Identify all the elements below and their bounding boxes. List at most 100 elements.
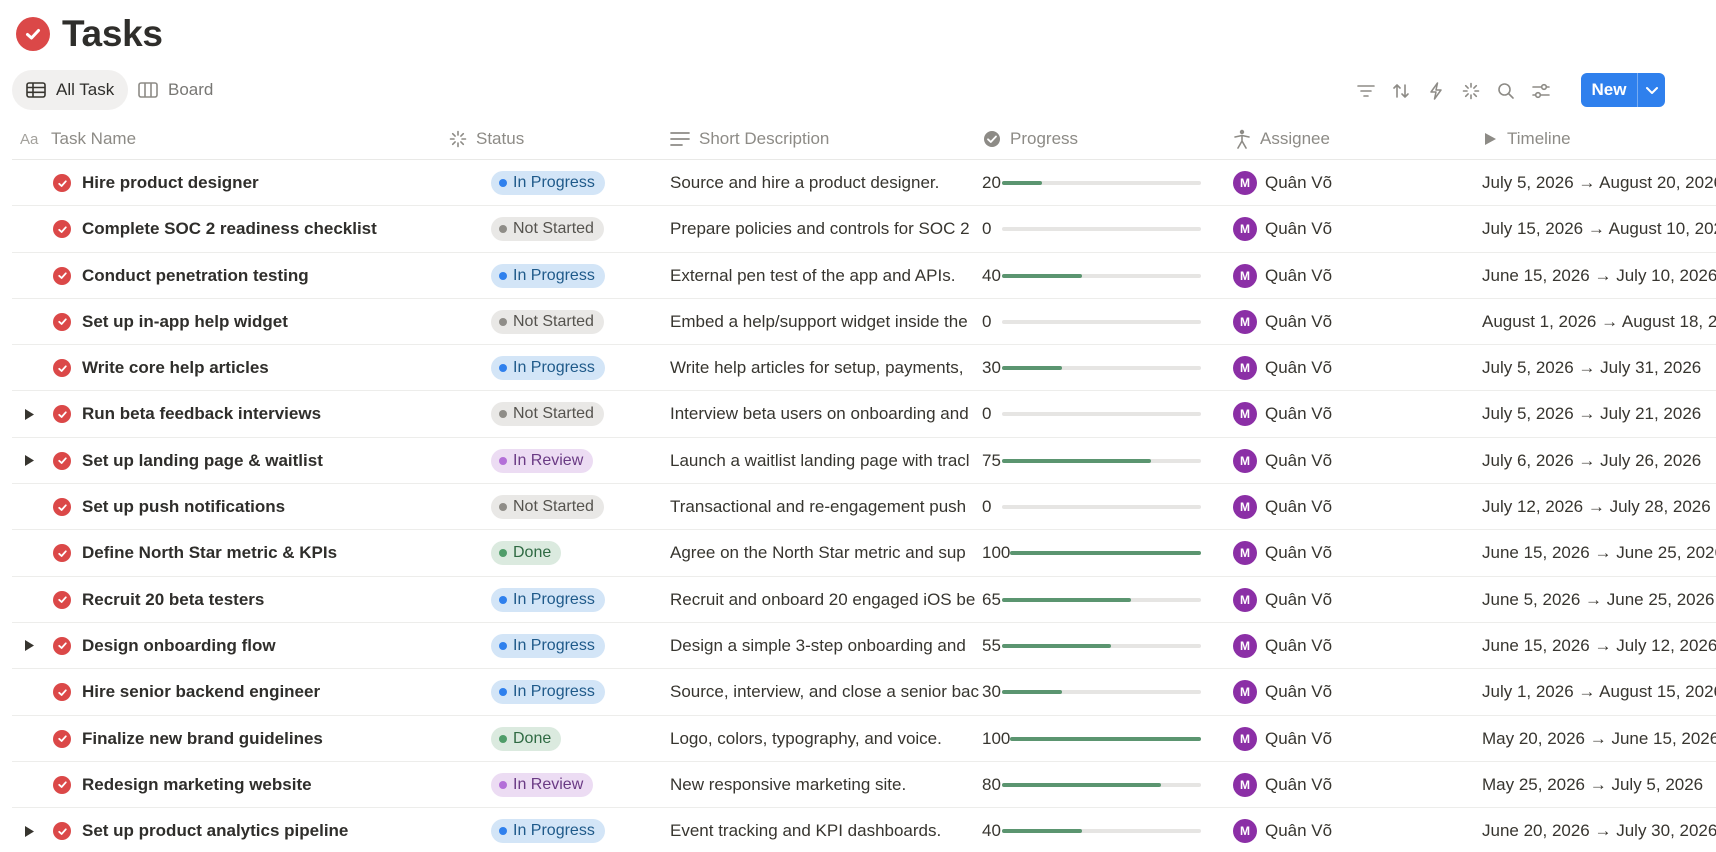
- tab-board[interactable]: Board: [124, 70, 227, 110]
- assignee-cell[interactable]: M Quân Võ: [1233, 253, 1463, 299]
- task-name[interactable]: Finalize new brand guidelines: [82, 728, 323, 748]
- timeline-cell[interactable]: July 5, 2026 → July 31, 2026: [1482, 358, 1702, 378]
- search-icon[interactable]: [1493, 78, 1519, 104]
- timeline-cell[interactable]: July 12, 2026 → July 28, 2026: [1482, 497, 1711, 517]
- timeline-cell[interactable]: June 15, 2026 → July 10, 2026: [1482, 265, 1716, 285]
- progress-value[interactable]: 30: [982, 682, 1001, 702]
- assignee-cell[interactable]: M Quân Võ: [1233, 669, 1463, 715]
- task-name[interactable]: Define North Star metric & KPIs: [82, 543, 338, 563]
- description-cell[interactable]: New responsive marketing site.: [670, 774, 907, 794]
- task-name[interactable]: Redesign marketing website: [82, 774, 312, 794]
- progress-value[interactable]: 0: [982, 219, 992, 239]
- expand-triangle-icon[interactable]: [20, 405, 38, 423]
- task-name[interactable]: Complete SOC 2 readiness checklist: [82, 219, 377, 239]
- table-row[interactable]: Design onboarding flow In Progress Design …: [12, 623, 1716, 670]
- task-name[interactable]: Set up landing page & waitlist: [82, 450, 323, 470]
- assignee-cell[interactable]: M Quân Võ: [1233, 299, 1463, 345]
- status-cell[interactable]: In Progress: [491, 345, 661, 391]
- assignee-cell[interactable]: M Quân Võ: [1233, 808, 1463, 852]
- task-name[interactable]: Write core help articles: [82, 358, 269, 378]
- table-row[interactable]: Define North Star metric & KPIs Done Agree…: [12, 530, 1716, 577]
- status-cell[interactable]: In Progress: [491, 253, 661, 299]
- table-row[interactable]: Set up in-app help widget Not Started Embe…: [12, 299, 1716, 346]
- status-cell[interactable]: Not Started: [491, 391, 661, 437]
- column-header-status[interactable]: Status: [449, 118, 524, 160]
- status-cell[interactable]: In Progress: [491, 669, 661, 715]
- assignee-cell[interactable]: M Quân Võ: [1233, 530, 1463, 576]
- description-cell[interactable]: Logo, colors, typography, and voice.: [670, 728, 942, 748]
- progress-value[interactable]: 80: [982, 774, 1001, 794]
- timeline-cell[interactable]: June 20, 2026 → July 30, 2026: [1482, 821, 1716, 841]
- expand-triangle-icon[interactable]: [20, 822, 38, 840]
- description-cell[interactable]: External pen test of the app and APIs.: [670, 265, 956, 285]
- progress-value[interactable]: 0: [982, 404, 992, 424]
- description-cell[interactable]: Launch a waitlist landing page with trac…: [670, 450, 970, 470]
- timeline-cell[interactable]: July 15, 2026 → August 10, 2026: [1482, 219, 1716, 239]
- progress-value[interactable]: 30: [982, 358, 1001, 378]
- tab-all-task[interactable]: All Task: [12, 70, 129, 110]
- assignee-cell[interactable]: M Quân Võ: [1233, 345, 1463, 391]
- table-row[interactable]: Run beta feedback interviews Not Started I…: [12, 391, 1716, 438]
- status-cell[interactable]: Done: [491, 530, 661, 576]
- table-row[interactable]: Hire senior backend engineer In Progress S…: [12, 669, 1716, 716]
- progress-value[interactable]: 40: [982, 821, 1001, 841]
- task-name[interactable]: Design onboarding flow: [82, 635, 276, 655]
- description-cell[interactable]: Source and hire a product designer.: [670, 173, 940, 192]
- loading-icon[interactable]: [1458, 78, 1484, 104]
- progress-value[interactable]: 55: [982, 635, 1001, 655]
- table-row[interactable]: Redesign marketing website In Review New r…: [12, 762, 1716, 809]
- timeline-cell[interactable]: June 15, 2026 → July 12, 2026: [1482, 635, 1716, 655]
- timeline-cell[interactable]: June 15, 2026 → June 25, 2026: [1482, 543, 1716, 563]
- progress-value[interactable]: 0: [982, 497, 992, 517]
- column-header-timeline[interactable]: Timeline: [1482, 118, 1571, 160]
- new-button[interactable]: New: [1581, 73, 1665, 107]
- assignee-cell[interactable]: M Quân Võ: [1233, 716, 1463, 762]
- description-cell[interactable]: Agree on the North Star metric and sup: [670, 543, 966, 563]
- task-name[interactable]: Hire senior backend engineer: [82, 682, 321, 702]
- column-header-assignee[interactable]: Assignee: [1233, 118, 1330, 160]
- task-name[interactable]: Run beta feedback interviews: [82, 404, 322, 424]
- progress-value[interactable]: 100: [982, 728, 1011, 748]
- status-cell[interactable]: Not Started: [491, 484, 661, 530]
- timeline-cell[interactable]: June 5, 2026 → June 25, 2026: [1482, 589, 1715, 609]
- column-header-short-description[interactable]: Short Description: [670, 118, 829, 160]
- task-name[interactable]: Set up push notifications: [82, 497, 286, 517]
- timeline-cell[interactable]: July 6, 2026 → July 26, 2026: [1482, 450, 1702, 470]
- progress-value[interactable]: 100: [982, 543, 1011, 563]
- table-row[interactable]: Finalize new brand guidelines Done Logo, c…: [12, 716, 1716, 762]
- filter-icon[interactable]: [1353, 78, 1379, 104]
- assignee-cell[interactable]: M Quân Võ: [1233, 623, 1463, 669]
- expand-triangle-icon[interactable]: [20, 452, 38, 470]
- sort-icon[interactable]: [1388, 78, 1414, 104]
- status-cell[interactable]: Not Started: [491, 299, 661, 345]
- task-name[interactable]: Conduct penetration testing: [82, 265, 309, 285]
- timeline-cell[interactable]: May 20, 2026 → June 15, 2026: [1482, 728, 1716, 748]
- assignee-cell[interactable]: M Quân Võ: [1233, 206, 1463, 252]
- table-row[interactable]: Write core help articles In Progress Write…: [12, 345, 1716, 392]
- progress-value[interactable]: 75: [982, 450, 1001, 470]
- assignee-cell[interactable]: M Quân Võ: [1233, 391, 1463, 437]
- table-row[interactable]: Set up landing page & waitlist In Review L…: [12, 438, 1716, 485]
- progress-value[interactable]: 65: [982, 589, 1001, 609]
- assignee-cell[interactable]: M Quân Võ: [1233, 160, 1463, 206]
- settings-icon[interactable]: [1528, 78, 1554, 104]
- status-cell[interactable]: In Progress: [491, 577, 661, 623]
- automation-icon[interactable]: [1423, 78, 1449, 104]
- progress-value[interactable]: 40: [982, 265, 1001, 285]
- description-cell[interactable]: Prepare policies and controls for SOC 2: [670, 219, 970, 239]
- description-cell[interactable]: Embed a help/support widget inside the: [670, 311, 968, 331]
- status-cell[interactable]: Done: [491, 716, 661, 762]
- task-name[interactable]: Hire product designer: [82, 173, 259, 192]
- description-cell[interactable]: Source, interview, and close a senior ba…: [670, 682, 980, 702]
- table-row[interactable]: Recruit 20 beta testers In Progress Recrui…: [12, 577, 1716, 623]
- assignee-cell[interactable]: M Quân Võ: [1233, 484, 1463, 530]
- description-cell[interactable]: Interview beta users on onboarding and: [670, 404, 969, 424]
- table-row[interactable]: Conduct penetration testing In Progress Ex…: [12, 253, 1716, 299]
- timeline-cell[interactable]: May 25, 2026 → July 5, 2026: [1482, 774, 1704, 794]
- column-header-task-name[interactable]: Aa Task Name: [20, 118, 136, 160]
- timeline-cell[interactable]: July 1, 2026 → August 15, 2026: [1482, 682, 1716, 702]
- status-cell[interactable]: In Review: [491, 762, 661, 808]
- status-cell[interactable]: Not Started: [491, 206, 661, 252]
- assignee-cell[interactable]: M Quân Võ: [1233, 438, 1463, 484]
- status-cell[interactable]: In Progress: [491, 808, 661, 852]
